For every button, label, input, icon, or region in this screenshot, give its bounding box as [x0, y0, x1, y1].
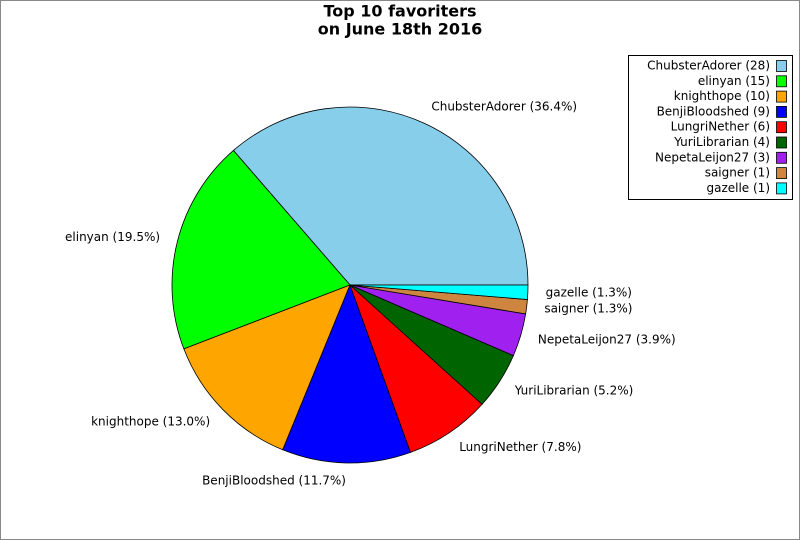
- legend-swatch: [776, 121, 787, 134]
- pie-slice: [232, 106, 529, 286]
- legend-swatch: [776, 182, 787, 195]
- slice-label: gazelle (1.3%): [546, 285, 632, 299]
- legend-label: YuriLibrarian (4): [673, 135, 770, 149]
- slice-label: BenjiBloodshed (11.7%): [202, 473, 346, 487]
- chart-title: Top 10 favoriters: [323, 2, 476, 21]
- chart-subtitle: on June 18th 2016: [318, 20, 483, 39]
- legend-label: saigner (1): [705, 166, 770, 180]
- slice-label: LungriNether (7.8%): [459, 440, 581, 454]
- slice-label: ChubsterAdorer (36.4%): [431, 99, 577, 113]
- legend-label: knighthope (10): [674, 89, 770, 103]
- legend-swatch: [776, 75, 787, 88]
- legend-swatch: [776, 90, 787, 103]
- pie-slice: [349, 284, 529, 300]
- legend-label: ChubsterAdorer (28): [647, 59, 770, 73]
- legend-swatch: [776, 60, 787, 72]
- legend-label: gazelle (1): [706, 181, 770, 195]
- pie-slice: [183, 284, 351, 451]
- slice-label: saigner (1.3%): [544, 301, 632, 315]
- slice-label: NepetaLeijon27 (3.9%): [538, 333, 676, 347]
- slice-label: knighthope (13.0%): [91, 415, 210, 429]
- slice-label: elinyan (19.5%): [65, 230, 160, 244]
- pie-slice: [282, 283, 412, 464]
- legend-label: LungriNether (6): [671, 120, 770, 134]
- legend-label: BenjiBloodshed (9): [657, 104, 770, 118]
- legend-swatch: [776, 106, 787, 118]
- legend-box: [628, 55, 793, 200]
- legend-label: NepetaLeijon27 (3): [655, 150, 770, 164]
- legend-swatch: [776, 167, 787, 180]
- slice-label: YuriLibrarian (5.2%): [514, 383, 634, 397]
- legend-label: elinyan (15): [698, 74, 770, 88]
- legend-swatch: [776, 136, 787, 149]
- legend-swatch: [776, 151, 787, 164]
- pie-slice: [171, 149, 351, 350]
